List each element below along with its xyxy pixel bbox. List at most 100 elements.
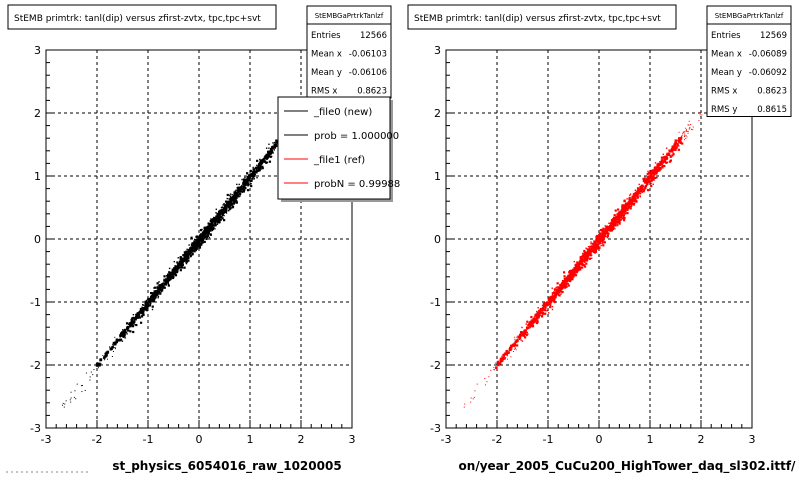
data-point (221, 206, 224, 208)
data-point (678, 131, 680, 133)
data-point (524, 336, 527, 339)
data-point (529, 326, 531, 329)
data-point (164, 280, 168, 283)
data-point (525, 333, 528, 337)
data-point (99, 358, 102, 362)
legend-label: _file1 (ref) (313, 155, 365, 166)
data-point (675, 139, 678, 142)
data-point (519, 334, 523, 337)
data-point (551, 296, 555, 300)
data-point (542, 312, 544, 315)
data-point (501, 355, 503, 357)
data-point (669, 159, 673, 162)
data-point (261, 167, 264, 170)
data-point (231, 196, 234, 200)
data-point (587, 250, 589, 252)
data-point (614, 223, 617, 225)
data-point (583, 249, 586, 253)
data-point (568, 276, 570, 279)
data-point (176, 268, 179, 271)
data-point (246, 182, 249, 185)
data-point (145, 301, 149, 304)
data-point (152, 293, 156, 297)
data-point (208, 236, 211, 239)
data-point (214, 228, 216, 230)
data-point (209, 224, 213, 227)
data-point (105, 351, 109, 355)
data-point (613, 216, 617, 220)
data-point (250, 183, 252, 185)
data-point (537, 307, 539, 309)
data-point (598, 233, 602, 237)
data-point (610, 222, 613, 226)
data-point (193, 250, 196, 253)
data-point (476, 383, 478, 385)
data-point (235, 200, 238, 203)
data-point (141, 307, 145, 310)
data-point (265, 161, 268, 164)
data-point (622, 205, 625, 207)
data-point (639, 186, 641, 188)
data-point (625, 209, 627, 211)
data-point (224, 204, 227, 207)
data-point (597, 237, 600, 239)
data-point (141, 311, 143, 314)
x-tick-label: -3 (441, 433, 452, 446)
data-point (273, 141, 276, 144)
y-tick-label: 2 (34, 107, 41, 120)
data-point (688, 120, 690, 122)
data-point (659, 161, 663, 164)
data-point (241, 185, 243, 187)
data-point (578, 260, 582, 264)
data-point (562, 288, 564, 290)
data-point (621, 217, 624, 220)
data-point (231, 194, 233, 196)
data-point (608, 222, 610, 224)
data-point (609, 229, 612, 232)
data-point (665, 147, 668, 149)
data-point (590, 248, 593, 251)
data-point (654, 166, 657, 169)
data-point (514, 336, 516, 338)
data-point (618, 213, 621, 217)
data-point (195, 245, 198, 248)
file-label: st_physics_6054016_raw_1020005 (112, 459, 341, 474)
y-tick-label: 0 (434, 233, 441, 246)
data-point (231, 206, 234, 209)
data-point (179, 269, 182, 272)
data-point (256, 176, 258, 179)
data-point (212, 224, 216, 227)
data-point (250, 184, 253, 188)
data-point (636, 197, 638, 200)
plot-title: StEMB primtrk: tanl(dip) versus zfirst-z… (414, 14, 661, 24)
data-point (672, 153, 675, 156)
data-point (569, 278, 572, 281)
data-point (577, 266, 581, 269)
stat-value: -0.06092 (749, 68, 787, 78)
data-point (209, 229, 212, 232)
data-point (619, 216, 623, 219)
data-point (199, 234, 201, 236)
data-point (598, 237, 602, 240)
data-point (229, 194, 231, 197)
data-point (124, 337, 126, 339)
data-point (173, 272, 176, 275)
data-point (601, 242, 603, 245)
data-point (518, 338, 521, 340)
data-point (585, 259, 587, 261)
data-point (637, 191, 640, 194)
data-point (142, 313, 145, 316)
data-point (241, 178, 243, 181)
data-point (589, 254, 592, 257)
data-point (591, 257, 593, 259)
legend-label: probN = 0.99988 (314, 179, 400, 190)
data-point (590, 254, 593, 256)
data-point (516, 344, 519, 347)
data-point (110, 347, 113, 350)
data-point (169, 278, 172, 281)
data-point (603, 231, 605, 233)
data-point (553, 288, 557, 291)
data-point (150, 297, 154, 301)
data-point (631, 196, 634, 200)
data-point (587, 257, 590, 259)
